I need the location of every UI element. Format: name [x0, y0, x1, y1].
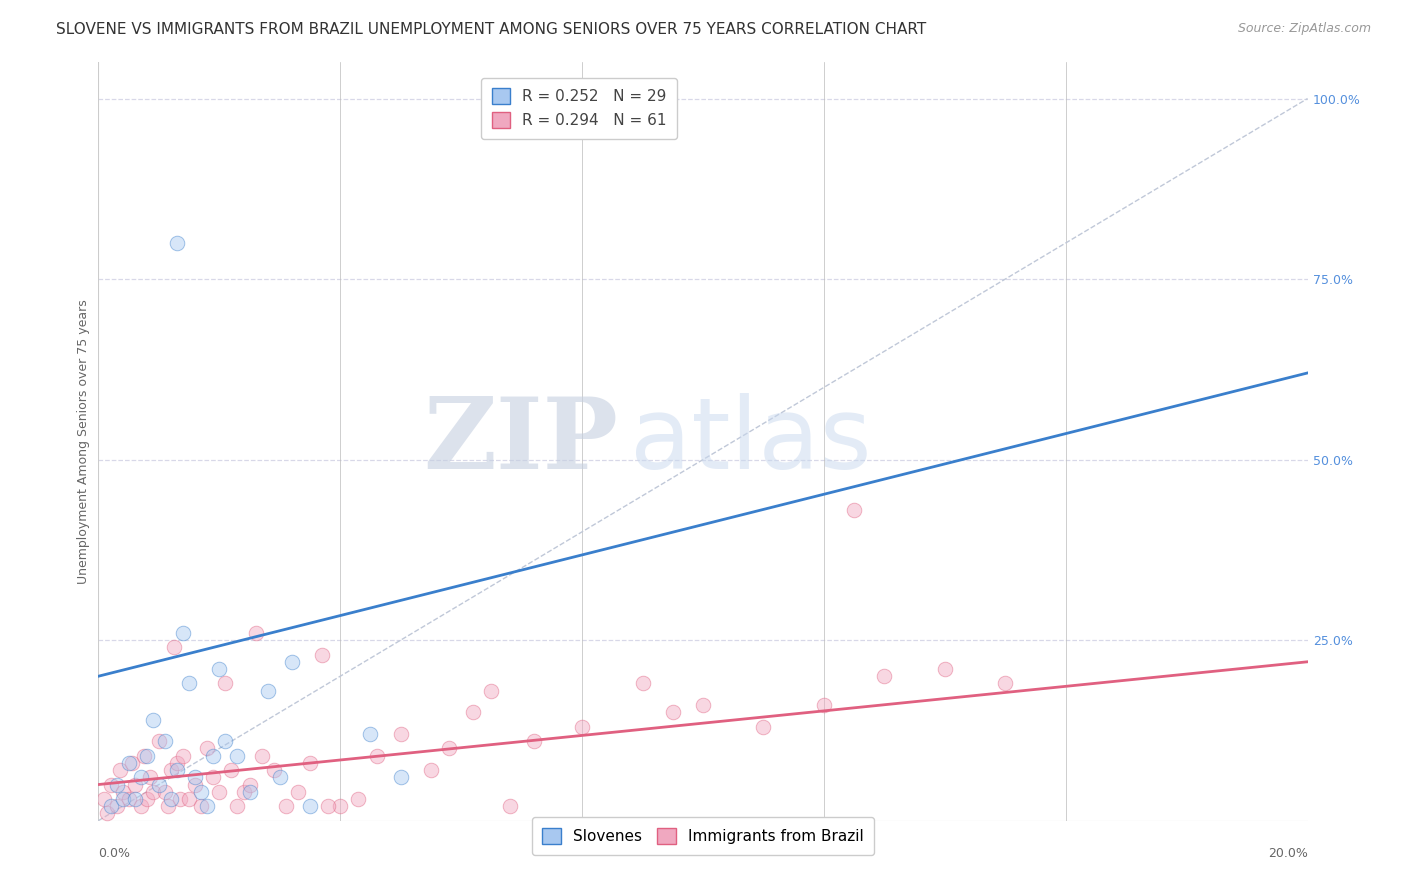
Point	[172, 748, 194, 763]
Point	[311, 648, 333, 662]
Point	[873, 669, 896, 683]
Point	[190, 799, 212, 814]
Point	[208, 662, 231, 676]
Point	[844, 503, 866, 517]
Point	[195, 741, 218, 756]
Text: ZIP: ZIP	[423, 393, 619, 490]
Point	[994, 676, 1017, 690]
Point	[347, 792, 370, 806]
Point	[274, 799, 297, 814]
Point	[105, 778, 128, 792]
Point	[135, 792, 157, 806]
Text: 20.0%: 20.0%	[1268, 847, 1308, 860]
Point	[226, 748, 249, 763]
Point	[250, 748, 273, 763]
Point	[202, 748, 225, 763]
Point	[139, 770, 162, 784]
Point	[142, 713, 165, 727]
Point	[389, 727, 412, 741]
Point	[121, 756, 143, 770]
Point	[256, 683, 278, 698]
Point	[100, 778, 122, 792]
Point	[153, 734, 176, 748]
Point	[129, 770, 152, 784]
Text: Source: ZipAtlas.com: Source: ZipAtlas.com	[1237, 22, 1371, 36]
Point	[239, 778, 262, 792]
Point	[661, 706, 683, 720]
Point	[163, 640, 186, 655]
Text: 0.0%: 0.0%	[98, 847, 131, 860]
Point	[179, 676, 201, 690]
Point	[437, 741, 460, 756]
Point	[299, 756, 322, 770]
Point	[287, 785, 309, 799]
Point	[111, 785, 134, 799]
Point	[202, 770, 225, 784]
Point	[214, 734, 236, 748]
Point	[245, 626, 267, 640]
Point	[752, 720, 775, 734]
Point	[498, 799, 520, 814]
Point	[169, 792, 191, 806]
Point	[156, 799, 179, 814]
Point	[214, 676, 236, 690]
Point	[366, 748, 388, 763]
Point	[129, 799, 152, 814]
Point	[148, 778, 170, 792]
Point	[111, 792, 134, 806]
Point	[96, 806, 118, 821]
Point	[463, 706, 485, 720]
Point	[239, 785, 262, 799]
Point	[184, 778, 207, 792]
Point	[571, 720, 593, 734]
Point	[523, 734, 546, 748]
Point	[179, 792, 201, 806]
Text: atlas: atlas	[630, 393, 872, 490]
Point	[148, 734, 170, 748]
Point	[124, 778, 146, 792]
Point	[299, 799, 322, 814]
Point	[132, 748, 155, 763]
Point	[160, 792, 183, 806]
Text: SLOVENE VS IMMIGRANTS FROM BRAZIL UNEMPLOYMENT AMONG SENIORS OVER 75 YEARS CORRE: SLOVENE VS IMMIGRANTS FROM BRAZIL UNEMPL…	[56, 22, 927, 37]
Point	[100, 799, 122, 814]
Point	[226, 799, 249, 814]
Point	[184, 770, 207, 784]
Point	[195, 799, 218, 814]
Point	[208, 785, 231, 799]
Point	[172, 626, 194, 640]
Y-axis label: Unemployment Among Seniors over 75 years: Unemployment Among Seniors over 75 years	[77, 299, 90, 584]
Point	[190, 785, 212, 799]
Point	[108, 763, 131, 777]
Point	[166, 763, 188, 777]
Point	[232, 785, 254, 799]
Point	[389, 770, 412, 784]
Point	[269, 770, 291, 784]
Point	[281, 655, 304, 669]
Point	[360, 727, 382, 741]
Point	[420, 763, 443, 777]
Point	[142, 785, 165, 799]
Point	[329, 799, 352, 814]
Point	[934, 662, 956, 676]
Point	[813, 698, 835, 712]
Point	[160, 763, 183, 777]
Point	[153, 785, 176, 799]
Point	[692, 698, 714, 712]
Point	[166, 235, 188, 250]
Point	[166, 756, 188, 770]
Point	[481, 683, 503, 698]
Point	[93, 792, 115, 806]
Point	[124, 792, 146, 806]
Point	[118, 792, 141, 806]
Legend: Slovenes, Immigrants from Brazil: Slovenes, Immigrants from Brazil	[531, 817, 875, 855]
Point	[135, 748, 157, 763]
Point	[263, 763, 285, 777]
Point	[316, 799, 339, 814]
Point	[118, 756, 141, 770]
Point	[105, 799, 128, 814]
Point	[631, 676, 654, 690]
Point	[221, 763, 243, 777]
